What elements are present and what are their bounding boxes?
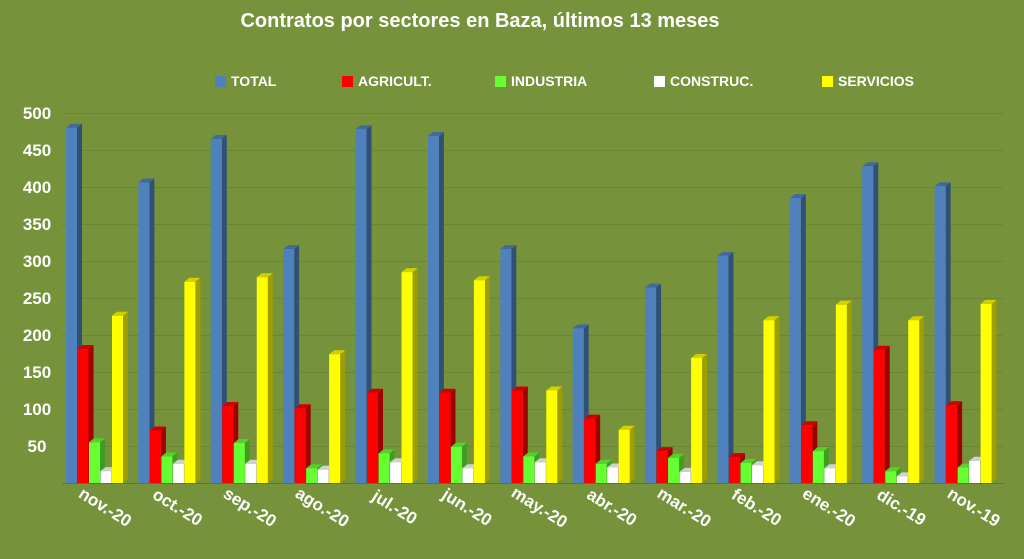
bar-group-jul.-20	[355, 125, 418, 483]
legend-swatch	[342, 76, 353, 87]
gridlines	[62, 113, 1003, 484]
bar	[691, 353, 708, 483]
legend-item-3: CONSTRUC.	[654, 73, 753, 89]
bar-group-may.-20	[500, 245, 563, 483]
bar	[546, 386, 563, 483]
x-tick-label: abr.-20	[584, 485, 641, 530]
x-axis: nov.-20 oct.-20 sep.-20 ago.-20 jul.-20 jun.-…	[75, 483, 1003, 532]
bar	[980, 299, 997, 483]
legend-swatch	[822, 76, 833, 87]
y-tick-label: 500	[23, 104, 51, 123]
bar	[946, 401, 963, 483]
x-tick-label: may.-20	[508, 483, 571, 532]
x-tick-label: jun.-20	[438, 484, 495, 530]
x-tick-label: oct.-20	[149, 485, 206, 530]
x-tick-label: nov.-20	[75, 484, 134, 531]
legend-label: TOTAL	[231, 73, 277, 89]
bar	[184, 277, 201, 483]
bar-group-oct.-20	[138, 178, 201, 483]
bar	[618, 425, 635, 483]
bar-group-mar.-20	[645, 283, 708, 483]
bar	[473, 276, 490, 483]
x-tick-label: dic.-19	[873, 485, 929, 530]
legend-item-0: TOTAL	[215, 73, 277, 89]
bar	[138, 178, 155, 483]
bar-group-nov.-20	[66, 123, 128, 484]
legend-label: CONSTRUC.	[670, 73, 753, 89]
bars	[66, 123, 997, 484]
bar	[763, 316, 780, 483]
bar-group-abr.-20	[572, 324, 635, 483]
bar	[873, 345, 890, 483]
legend-item-1: AGRICULT.	[342, 73, 432, 89]
y-tick-label: 400	[23, 178, 51, 197]
bar	[645, 283, 662, 483]
y-tick-label: 350	[23, 215, 51, 234]
bar-group-nov.-19	[934, 182, 997, 483]
x-tick-label: ene.-20	[799, 484, 859, 531]
chart-title: Contratos por sectores en Baza, últimos …	[240, 10, 719, 32]
bar	[908, 316, 925, 483]
bar-group-sep.-20	[210, 134, 273, 483]
bar	[401, 268, 418, 483]
legend-swatch	[215, 76, 226, 87]
y-tick-label: 50	[28, 437, 47, 456]
x-tick-label: feb.-20	[728, 485, 785, 530]
bar	[256, 273, 273, 483]
legend-item-4: SERVICIOS	[822, 73, 914, 89]
y-tick-label: 300	[23, 252, 51, 271]
legend-swatch	[654, 76, 665, 87]
bar	[329, 350, 346, 483]
bar-group-dic.-19	[862, 162, 925, 483]
bar	[210, 134, 227, 483]
x-tick-label: mar.-20	[654, 484, 715, 532]
x-tick-label: sep.-20	[220, 484, 280, 531]
bar	[717, 251, 734, 483]
x-tick-label: jul.-20	[368, 486, 421, 529]
bar	[789, 194, 806, 483]
legend-item-2: INDUSTRIA	[495, 73, 587, 89]
bar	[112, 311, 128, 483]
x-tick-label: ago.-20	[292, 484, 353, 532]
legend-label: AGRICULT.	[358, 73, 432, 89]
x-tick-label: nov.-19	[944, 484, 1003, 531]
legend: TOTAL AGRICULT. INDUSTRIA CONSTRUC. SERVICIO…	[215, 73, 914, 89]
y-tick-label: 200	[23, 326, 51, 345]
y-tick-label: 250	[23, 289, 51, 308]
bar-group-jun.-20	[427, 131, 490, 483]
bar-group-ago.-20	[283, 245, 346, 483]
legend-label: SERVICIOS	[838, 73, 914, 89]
legend-swatch	[495, 76, 506, 87]
y-tick-label: 100	[23, 400, 51, 419]
y-tick-label: 150	[23, 363, 51, 382]
bar	[835, 300, 852, 483]
y-tick-label: 450	[23, 141, 51, 160]
bar-group-feb.-20	[717, 251, 780, 483]
y-axis: 50 100 150 200 250 300 350 400 450 500	[23, 104, 51, 456]
bar	[294, 404, 311, 483]
legend-label: INDUSTRIA	[511, 73, 587, 89]
bar-group-ene.-20	[789, 194, 852, 483]
